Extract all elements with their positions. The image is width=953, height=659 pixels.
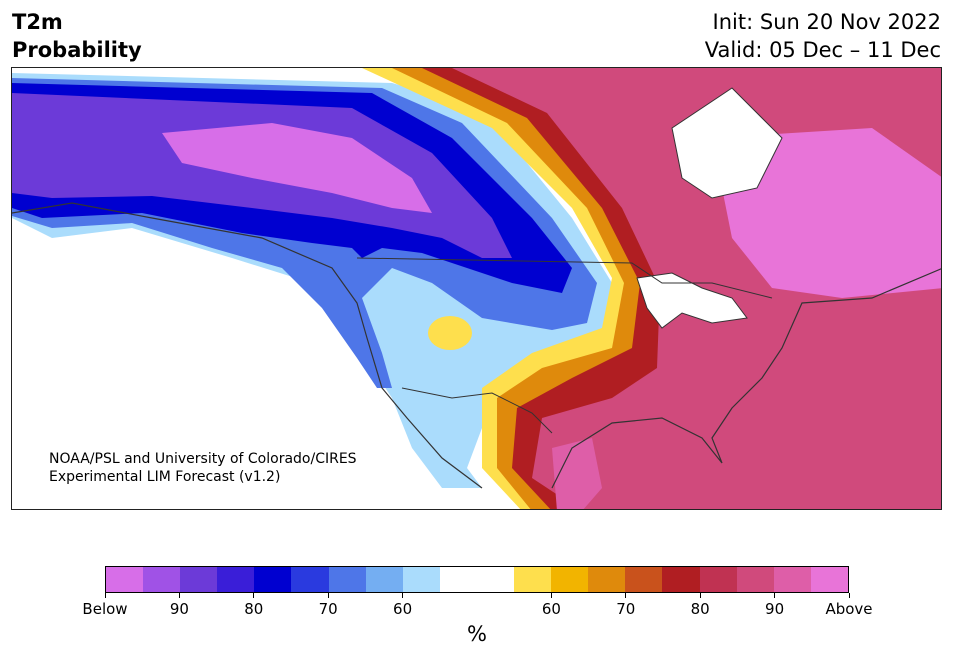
above-max-region-south bbox=[552, 438, 602, 509]
colorbar-tick-label: Below bbox=[82, 600, 128, 618]
colorbar-segment bbox=[662, 567, 700, 592]
colorbar-segment bbox=[736, 567, 774, 592]
colorbar-segment bbox=[588, 567, 626, 592]
colorbar-segment bbox=[514, 567, 552, 592]
colorbar-tick bbox=[253, 593, 255, 598]
credit-line-2: Experimental LIM Forecast (v1.2) bbox=[49, 469, 281, 485]
colorbar-tick-label: 80 bbox=[244, 600, 264, 618]
colorbar-tick-label: 70 bbox=[318, 600, 338, 618]
colorbar-segment bbox=[773, 567, 811, 592]
atlantic-coastline bbox=[551, 268, 941, 489]
colorbar-tick-label: 90 bbox=[169, 600, 189, 618]
colorbar-tick-label: 70 bbox=[616, 600, 636, 618]
colorbar-segment bbox=[291, 567, 329, 592]
colorbar-segment bbox=[439, 567, 477, 592]
colorbar-tick bbox=[327, 593, 329, 598]
canada-us-border bbox=[356, 257, 773, 299]
colorbar-tick-label: 60 bbox=[393, 600, 413, 618]
variable-label: T2m bbox=[12, 10, 63, 34]
init-date: Init: Sun 20 Nov 2022 bbox=[712, 10, 941, 34]
colorbar-segment bbox=[365, 567, 403, 592]
pacific-coastline bbox=[12, 202, 483, 489]
colorbar-tick-label: 90 bbox=[765, 600, 785, 618]
colorbar-tick-label: 60 bbox=[541, 600, 561, 618]
colorbar-segment bbox=[551, 567, 589, 592]
colorbar-tick bbox=[402, 593, 404, 598]
colorbar bbox=[105, 566, 849, 593]
colorbar-segment bbox=[143, 567, 181, 592]
colorbar-tick bbox=[550, 593, 552, 598]
colorbar-tick bbox=[774, 593, 776, 598]
colorbar-segment bbox=[810, 567, 848, 592]
colorbar-tick-label: Above bbox=[825, 600, 873, 618]
below-max-region bbox=[162, 123, 432, 213]
colorbar-tick bbox=[104, 593, 106, 598]
colorbar-segment bbox=[254, 567, 292, 592]
colorbar-segment bbox=[402, 567, 440, 592]
probability-map: NOAA/PSL and University of Colorado/CIRE… bbox=[11, 67, 942, 510]
map-canvas bbox=[12, 68, 941, 509]
colorbar-segment bbox=[180, 567, 218, 592]
colorbar-tick bbox=[848, 593, 850, 598]
us-mexico-border bbox=[401, 387, 553, 434]
colorbar-segment bbox=[217, 567, 255, 592]
colorbar-segment bbox=[106, 567, 144, 592]
valid-date: Valid: 05 Dec – 11 Dec bbox=[704, 38, 941, 62]
above-max-region bbox=[712, 128, 941, 298]
product-label: Probability bbox=[12, 38, 142, 62]
map-title: T2m Probability bbox=[12, 8, 142, 64]
warm-pocket-west bbox=[428, 316, 472, 350]
forecast-dates: Init: Sun 20 Nov 2022 Valid: 05 Dec – 11… bbox=[705, 8, 941, 64]
colorbar-unit: % bbox=[467, 622, 487, 646]
colorbar-tick bbox=[625, 593, 627, 598]
colorbar-segment bbox=[328, 567, 366, 592]
colorbar-segment bbox=[699, 567, 737, 592]
colorbar-tick bbox=[178, 593, 180, 598]
colorbar-tick bbox=[699, 593, 701, 598]
colorbar-segment bbox=[476, 567, 515, 592]
colorbar-segment bbox=[625, 567, 663, 592]
hudson-bay bbox=[671, 87, 783, 199]
colorbar-tick-label: 80 bbox=[690, 600, 710, 618]
credit-text: NOAA/PSL and University of Colorado/CIRE… bbox=[49, 450, 357, 486]
great-lakes bbox=[636, 272, 748, 329]
credit-line-1: NOAA/PSL and University of Colorado/CIRE… bbox=[49, 451, 357, 467]
